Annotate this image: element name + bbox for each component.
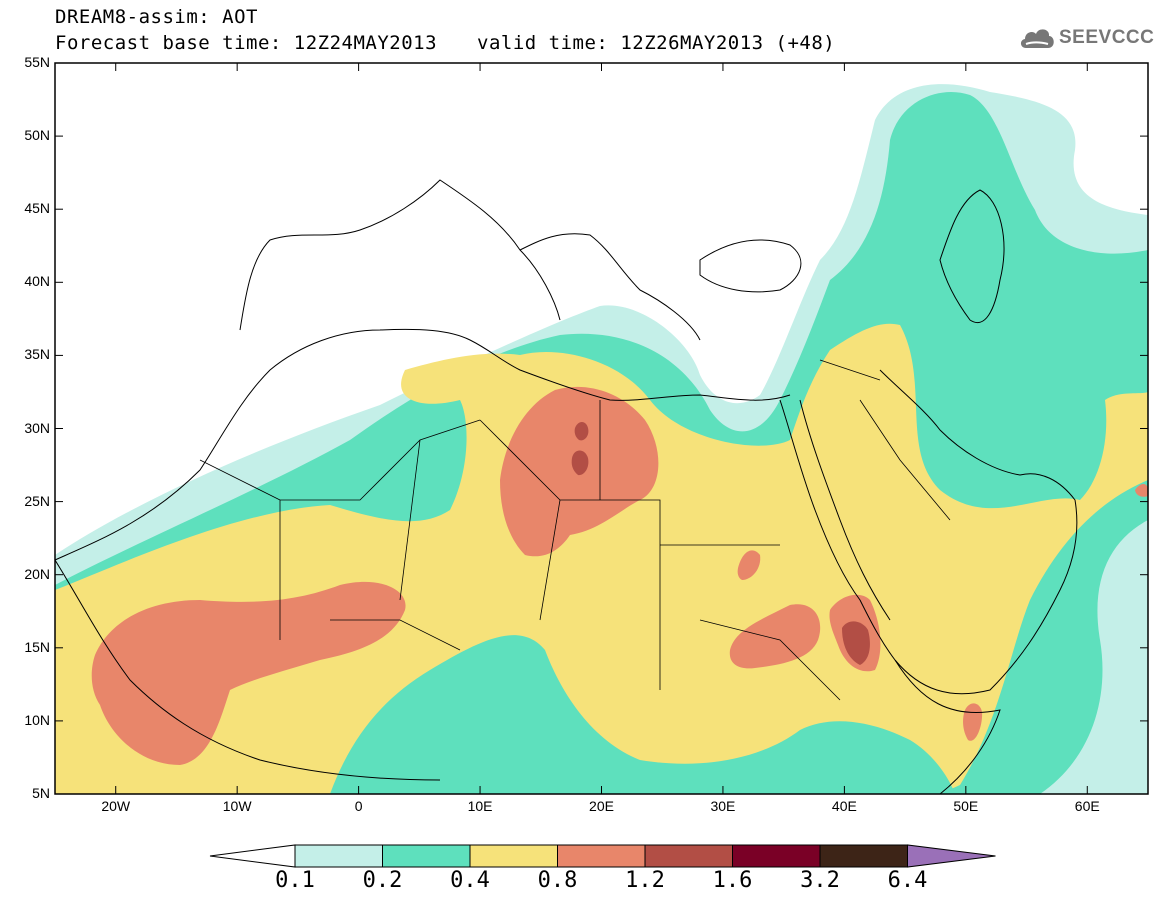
lon-label: 50E (953, 798, 979, 814)
border-lines (199, 359, 951, 701)
coastline-west-africa (55, 559, 441, 781)
colorbar-label: 0.2 (362, 868, 403, 893)
aot-band-0.8-west (91, 581, 406, 765)
aot-band-1.2-c (842, 621, 870, 665)
aot-band-0.4 (55, 323, 1148, 794)
lon-label: 10W (222, 798, 252, 814)
lat-label: 15N (24, 638, 50, 655)
seevccc-logo: SEEVCCC (1018, 24, 1154, 52)
lon-label: 60E (1074, 798, 1100, 814)
aot-band-1.2-b (571, 450, 589, 476)
lon-label: 0 (354, 798, 363, 814)
valid-time-label: valid time: 12Z26MAY2013 (+48) (477, 32, 836, 54)
lon-label: 20W (101, 798, 131, 814)
colorbar-label: 0.4 (450, 868, 490, 893)
lat-label: 40N (24, 273, 50, 290)
lon-label: 30E (710, 798, 736, 814)
colorbar (209, 844, 996, 868)
colorbar-swatch (819, 844, 908, 868)
colorbar-swatch (732, 844, 821, 868)
coastline-arabia (879, 369, 1078, 695)
coastline-europe (239, 179, 701, 341)
lat-label: 5N (32, 785, 50, 801)
lon-label: 10E (467, 798, 493, 814)
aot-band-0.8-oman (1135, 484, 1148, 497)
aot-band-0.8-chad (737, 550, 761, 580)
colorbar-label: 1.6 (712, 868, 753, 893)
aot-band-1.2-a (574, 422, 589, 441)
coastline-red-sea (779, 399, 896, 661)
coastline-horn (894, 659, 1001, 794)
lat-label: 20N (24, 565, 50, 582)
coastline-black-sea (699, 239, 802, 293)
lon-label: 20E (589, 798, 614, 814)
logo-text: SEEVCCC (1059, 27, 1155, 48)
lat-label: 45N (24, 200, 50, 217)
lat-label: 35N (24, 346, 50, 363)
lat-label: 10N (24, 711, 50, 728)
colorbar-swatch (644, 844, 733, 868)
colorbar-swatch (557, 844, 646, 868)
colorbar-label: 6.4 (887, 868, 928, 893)
figure-title: DREAM8-assim: AOT (55, 6, 258, 28)
aot-band-0.8-sudan (729, 604, 821, 669)
aot-band-0.2-south (330, 635, 955, 794)
colorbar-label: 0.8 (537, 868, 578, 893)
coastline-caspian (939, 189, 1005, 323)
colorbar-over-triangle (907, 844, 996, 868)
forecast-time-line: Forecast base time: 12Z24MAY2013 valid ti… (55, 32, 835, 54)
lat-label: 25N (24, 492, 50, 509)
colorbar-swatch (294, 844, 383, 868)
colorbar-swatch (469, 844, 558, 868)
colorbar-under-triangle (209, 844, 296, 868)
lat-label: 30N (24, 419, 50, 436)
colorbar-label: 1.2 (625, 868, 665, 893)
base-time-label: Forecast base time: 12Z24MAY2013 (55, 32, 438, 54)
lon-label: 40E (831, 798, 857, 814)
lat-label: 55N (24, 54, 50, 70)
colorbar-label: 3.2 (800, 868, 840, 893)
colorbar-swatch (382, 844, 471, 868)
colorbar-label: 0.1 (275, 868, 315, 893)
lat-label: 50N (24, 127, 50, 144)
cloud-icon (1020, 29, 1054, 48)
coastline-north-africa (55, 328, 791, 561)
